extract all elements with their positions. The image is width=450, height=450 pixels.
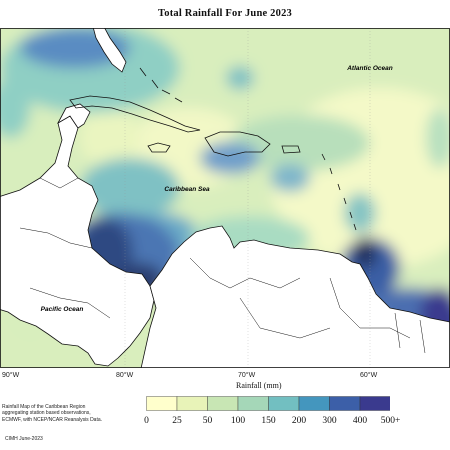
south-america [140,225,450,368]
caribbean-sea-label: Caribbean Sea [164,186,210,193]
lon-label-90w: 90°W [2,372,20,379]
map-note: Rainfall Map of the Caribbean Region agg… [2,404,103,423]
legend-tick-label: 400 [352,416,368,426]
legend-tick-label: 50 [202,416,213,426]
yucatan [56,103,91,129]
lesser-antilles-outline [321,153,357,231]
lon-label-60w: 60°W [360,372,378,379]
jamaica-outline [147,142,171,153]
legend-tick-label: 0 [144,416,149,426]
legend-swatch [359,396,390,411]
map-title: Total Rainfall For June 2023 [158,8,292,19]
legend-tick-label: 150 [261,416,276,426]
islands [69,67,357,231]
legend-title: Rainfall (mm) [236,381,282,390]
bahamas-outline [139,67,183,103]
legend-swatch [146,396,178,411]
legend-swatch [329,396,361,411]
legend-swatch [237,396,269,411]
land [0,28,450,368]
rainfall-legend [146,396,390,411]
legend-tick-label: 200 [291,416,307,426]
legend-swatch [176,396,208,411]
cuba-outline [69,95,201,133]
borders [19,177,426,354]
legend-swatch [268,396,300,411]
map-credit: CIMH June-2023 [5,436,43,442]
lon-label-70w: 70°W [238,372,256,379]
legend-tick-label: 500+ [380,416,401,426]
atlantic-ocean-label: Atlantic Ocean [346,65,393,72]
florida [92,28,127,73]
legend-tick-label: 25 [172,416,182,426]
puerto-rico-outline [281,145,301,154]
legend-tick-label: 300 [322,416,337,426]
rainfall-map: Atlantic Ocean Caribbean Sea Pacific Oce… [0,28,450,368]
hispaniola-outline [204,131,271,157]
pacific-ocean-label: Pacific Ocean [41,306,84,313]
legend-swatch [207,396,239,411]
legend-tick-label: 100 [230,416,246,426]
lon-label-80w: 80°W [116,372,134,379]
legend-swatch [298,396,330,411]
